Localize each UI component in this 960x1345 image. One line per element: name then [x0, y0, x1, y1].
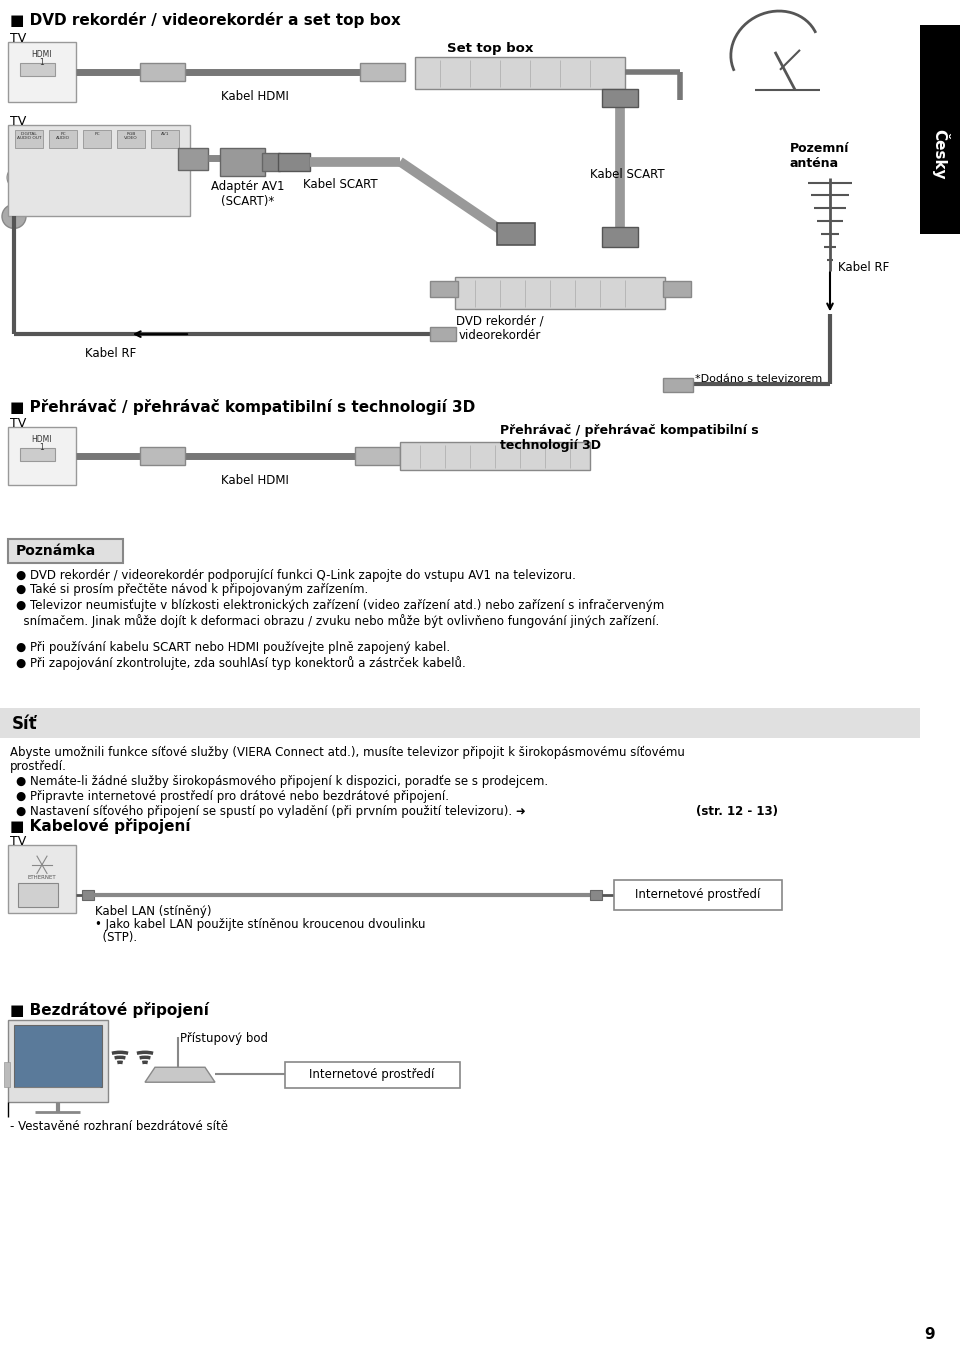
- Text: Pozemní
anténa: Pozemní anténa: [790, 141, 850, 169]
- Text: Adaptér AV1
(SCART)*: Adaptér AV1 (SCART)*: [211, 179, 285, 207]
- Text: Internetové prostředí: Internetové prostředí: [309, 1068, 435, 1081]
- Circle shape: [41, 167, 63, 188]
- Text: DIGITAL
AUDIO OUT: DIGITAL AUDIO OUT: [16, 132, 41, 140]
- Text: ■ Kabelové připojení: ■ Kabelové připojení: [10, 818, 190, 834]
- Bar: [602, 89, 638, 106]
- Bar: [82, 889, 94, 900]
- Bar: [497, 223, 535, 245]
- Bar: [140, 63, 185, 81]
- Bar: [117, 129, 145, 148]
- Bar: [4, 1063, 10, 1087]
- Bar: [18, 882, 58, 907]
- Text: ■ DVD rekordér / videorekordér a set top box: ■ DVD rekordér / videorekordér a set top…: [10, 12, 400, 28]
- Bar: [8, 42, 76, 102]
- Bar: [278, 152, 310, 171]
- Circle shape: [2, 204, 26, 229]
- Text: (STP).: (STP).: [95, 931, 137, 944]
- Bar: [14, 1025, 102, 1087]
- Text: (str. 12 - 13): (str. 12 - 13): [696, 804, 778, 818]
- Text: 9: 9: [924, 1326, 935, 1341]
- Text: Kabel SCART: Kabel SCART: [590, 168, 664, 180]
- Text: Kabel SCART: Kabel SCART: [302, 178, 377, 191]
- Text: PC: PC: [94, 132, 100, 136]
- Text: ● Také si prosím přečtěte návod k připojovaným zařízením.: ● Také si prosím přečtěte návod k připoj…: [16, 584, 369, 596]
- Bar: [614, 880, 782, 909]
- Bar: [220, 148, 265, 176]
- Circle shape: [7, 167, 29, 188]
- Text: Internetové prostředí: Internetové prostředí: [636, 888, 760, 901]
- Text: Set top box: Set top box: [446, 42, 533, 55]
- Bar: [8, 426, 76, 484]
- Bar: [430, 327, 456, 342]
- Bar: [415, 56, 625, 89]
- Text: TV: TV: [10, 114, 26, 128]
- Text: ■ Přehrávač / přehrávač kompatibilní s technologií 3D: ■ Přehrávač / přehrávač kompatibilní s t…: [10, 399, 475, 416]
- Text: Přehrávač / přehrávač kompatibilní s
technologií 3D: Přehrávač / přehrávač kompatibilní s tec…: [500, 424, 758, 452]
- Bar: [151, 129, 179, 148]
- Text: ● DVD rekordér / videorekordér podporující funkci Q-Link zapojte do vstupu AV1 n: ● DVD rekordér / videorekordér podporují…: [16, 569, 576, 581]
- Text: Kabel RF: Kabel RF: [838, 261, 889, 274]
- Text: ETHERNET: ETHERNET: [28, 874, 57, 880]
- Bar: [140, 447, 185, 465]
- Bar: [590, 889, 602, 900]
- Text: PC
AUDIO: PC AUDIO: [56, 132, 70, 140]
- Bar: [920, 26, 960, 234]
- Text: TV: TV: [10, 32, 26, 44]
- Polygon shape: [145, 1067, 215, 1083]
- Text: Přístupový bod: Přístupový bod: [180, 1033, 268, 1045]
- Text: AV1: AV1: [160, 132, 169, 136]
- Bar: [8, 538, 123, 562]
- Text: HDMI: HDMI: [32, 50, 52, 59]
- Text: *Dodáno s televizorem: *Dodáno s televizorem: [695, 374, 823, 385]
- Text: 1: 1: [39, 443, 44, 452]
- Bar: [400, 443, 590, 469]
- Text: ● Nemáte-li žádné služby širokopásmového připojení k dispozici, poradťe se s pro: ● Nemáte-li žádné služby širokopásmového…: [16, 775, 548, 788]
- Text: ● Televizor neumisťujte v blízkosti elektronických zařízení (video zařízení atd.: ● Televizor neumisťujte v blízkosti elek…: [16, 599, 664, 628]
- Bar: [663, 378, 693, 391]
- Text: ■ Bezdrátové připojení: ■ Bezdrátové připojení: [10, 1002, 209, 1018]
- Bar: [602, 227, 638, 247]
- Bar: [8, 125, 190, 217]
- Text: DVD rekordér /
videorekordér: DVD rekordér / videorekordér: [456, 315, 543, 342]
- Bar: [20, 448, 55, 461]
- Text: TV: TV: [10, 835, 26, 847]
- Bar: [355, 447, 400, 465]
- Text: - Vestavěné rozhraní bezdrátové sítě: - Vestavěné rozhraní bezdrátové sítě: [10, 1120, 228, 1132]
- Circle shape: [154, 167, 176, 188]
- Bar: [15, 129, 43, 148]
- Text: Kabel RF: Kabel RF: [85, 347, 136, 360]
- Text: 1: 1: [39, 58, 44, 67]
- Text: ● Při používání kabelu SCART nebo HDMI používejte plně zapojený kabel.: ● Při používání kabelu SCART nebo HDMI p…: [16, 642, 450, 655]
- Text: ● Při zapojování zkontrolujte, zda souhlAsí typ konektorů a zástrček kabelů.: ● Při zapojování zkontrolujte, zda souhl…: [16, 656, 466, 670]
- Bar: [663, 281, 691, 297]
- Bar: [0, 709, 920, 738]
- Bar: [83, 129, 111, 148]
- Circle shape: [75, 167, 97, 188]
- Bar: [8, 845, 76, 913]
- Bar: [455, 277, 665, 309]
- Text: Abyste umožnili funkce síťové služby (VIERA Connect atd.), musíte televizor přip: Abyste umožnili funkce síťové služby (VI…: [10, 746, 684, 759]
- Bar: [178, 148, 208, 169]
- Text: Kabel HDMI: Kabel HDMI: [221, 90, 289, 102]
- Text: • Jako kabel LAN použijte stíněnou kroucenou dvoulinku: • Jako kabel LAN použijte stíněnou krouc…: [95, 917, 425, 931]
- Bar: [285, 1063, 460, 1088]
- Text: TV: TV: [10, 417, 26, 430]
- Bar: [360, 63, 405, 81]
- Bar: [20, 63, 55, 75]
- Text: ● Nastavení síťového připojení se spustí po vyladění (při prvním použití televiz: ● Nastavení síťového připojení se spustí…: [16, 804, 530, 818]
- Text: ● Připravte internetové prostředí pro drátové nebo bezdrátové připojení.: ● Připravte internetové prostředí pro dr…: [16, 790, 449, 803]
- Bar: [262, 152, 280, 171]
- Text: Česky: Česky: [931, 129, 949, 180]
- Text: Kabel LAN (stíněný): Kabel LAN (stíněný): [95, 905, 211, 917]
- Text: Kabel HDMI: Kabel HDMI: [221, 473, 289, 487]
- Text: Poznámka: Poznámka: [16, 543, 96, 558]
- Text: HDMI: HDMI: [32, 434, 52, 444]
- Text: prostředí.: prostředí.: [10, 760, 67, 773]
- Bar: [49, 129, 77, 148]
- Bar: [430, 281, 458, 297]
- Text: Síť: Síť: [12, 716, 37, 733]
- Text: RGB
VIDEO: RGB VIDEO: [124, 132, 138, 140]
- Circle shape: [119, 167, 141, 188]
- Bar: [8, 1021, 108, 1102]
